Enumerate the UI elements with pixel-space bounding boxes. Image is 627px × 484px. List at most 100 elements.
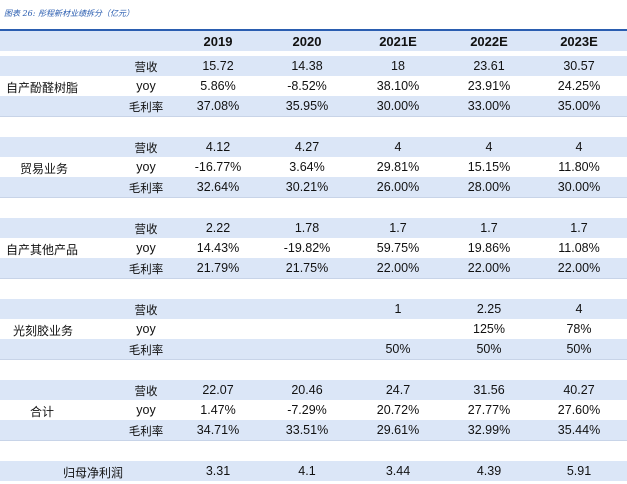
table-cell: 3.31 — [205, 464, 231, 478]
table-cell: 78% — [566, 322, 592, 336]
table-cell: 5.91 — [566, 464, 592, 478]
segment-name: 合计 — [30, 405, 55, 419]
table-cell: 38.10% — [376, 79, 420, 93]
table-cell: 37.08% — [196, 99, 240, 113]
table-cell: 22.00% — [376, 261, 420, 275]
table-cell: 20.72% — [376, 403, 420, 417]
segment-name: 贸易业务 — [20, 162, 69, 176]
metric-label: 营收 — [134, 222, 158, 236]
table-cell: 24.25% — [557, 79, 601, 93]
table-cell: 3.64% — [289, 160, 325, 174]
table-cell: 50% — [385, 342, 411, 356]
table-cell: 18 — [391, 59, 405, 73]
metric-label: 毛利率 — [128, 424, 164, 438]
row-band — [0, 380, 627, 400]
table-cell: 29.61% — [376, 423, 420, 437]
column-header: 2021E — [379, 34, 417, 49]
row-band — [0, 258, 627, 278]
table-cell: 1 — [394, 302, 402, 316]
table-cell: 4 — [575, 140, 583, 154]
row-band — [0, 299, 627, 319]
table-row: 毛利率 32.64% 30.21% 26.00% 28.00% 30.00% — [0, 177, 627, 197]
table-cell: 14.38 — [291, 59, 323, 73]
table-cell: 23.61 — [473, 59, 505, 73]
table-row: yoy 5.86% -8.52% 38.10% 23.91% 24.25% — [0, 76, 627, 96]
column-header: 2019 — [203, 34, 233, 49]
table-cell: 5.86% — [200, 79, 236, 93]
table-cell: 15.72 — [202, 59, 234, 73]
table-row: 毛利率 37.08% 35.95% 30.00% 33.00% 35.00% — [0, 96, 627, 116]
table-cell: 30.57 — [563, 59, 595, 73]
table-row: yoy 14.43% -19.82% 59.75% 19.86% 11.08% — [0, 238, 627, 258]
row-band — [0, 339, 627, 359]
table-row: 毛利率 21.79% 21.75% 22.00% 22.00% 22.00% — [0, 258, 627, 278]
table-cell: 11.08% — [558, 241, 600, 255]
table-cell: 3.44 — [385, 464, 411, 478]
table-row: yoy 1.47% -7.29% 20.72% 27.77% 27.60% — [0, 400, 627, 420]
row-separator — [0, 359, 627, 360]
row-band — [0, 96, 627, 116]
table-cell: 22.00% — [557, 261, 601, 275]
table-cell: 4.39 — [476, 464, 502, 478]
row-band — [0, 56, 627, 76]
metric-label: yoy — [136, 322, 156, 336]
segment-name: 自产酚醛树脂 — [6, 81, 79, 95]
table-cell: 2.25 — [476, 302, 502, 316]
table-cell: 30.00% — [557, 180, 601, 194]
table-cell: 30.21% — [285, 180, 329, 194]
table-row: 归母净利润 3.31 4.1 3.44 4.39 5.91 — [0, 461, 627, 481]
table-cell: 4 — [485, 140, 493, 154]
metric-label: 营收 — [134, 303, 158, 317]
table-cell: 27.77% — [467, 403, 511, 417]
table-cell: 35.00% — [557, 99, 601, 113]
column-header: 2022E — [470, 34, 508, 49]
table-row: 毛利率 50% 50% 50% — [0, 339, 627, 359]
table-cell: 26.00% — [376, 180, 420, 194]
table-cell: 1.78 — [294, 221, 320, 235]
metric-label: 毛利率 — [128, 181, 164, 195]
table-cell: 4 — [394, 140, 402, 154]
metric-label: yoy — [136, 403, 156, 417]
table-cell: 22.00% — [467, 261, 511, 275]
table-cell: 29.81% — [376, 160, 420, 174]
column-header: 2023E — [560, 34, 598, 49]
table-cell: 4.12 — [205, 140, 231, 154]
table-cell: 4.27 — [294, 140, 320, 154]
metric-label: yoy — [136, 241, 156, 255]
table-row: 毛利率 34.71% 33.51% 29.61% 32.99% 35.44% — [0, 420, 627, 440]
table-cell: -7.29% — [287, 403, 327, 417]
metric-label: 营收 — [134, 384, 158, 398]
table-cell: 59.75% — [376, 241, 420, 255]
table-cell: 33.00% — [467, 99, 511, 113]
row-band — [0, 461, 627, 481]
table-cell: 24.7 — [385, 383, 411, 397]
row-separator — [0, 440, 627, 441]
table-cell: 19.86% — [467, 241, 511, 255]
table-cell: 23.91% — [467, 79, 511, 93]
table-row: 营收 15.72 14.38 18 23.61 30.57 — [0, 56, 627, 76]
table-row: 营收 2.22 1.78 1.7 1.7 1.7 — [0, 218, 627, 238]
header-rule — [0, 29, 627, 31]
table-cell: 32.99% — [467, 423, 511, 437]
row-separator — [0, 116, 627, 117]
table-cell: 35.95% — [285, 99, 329, 113]
table-cell: 28.00% — [467, 180, 511, 194]
table-cell: 2.22 — [205, 221, 231, 235]
row-separator — [0, 278, 627, 279]
column-header: 2020 — [292, 34, 322, 49]
table-cell: 15.15% — [467, 160, 511, 174]
net-profit-label: 归母净利润 — [63, 466, 124, 480]
table-cell: 27.60% — [557, 403, 601, 417]
table-row: yoy -16.77% 3.64% 29.81% 15.15% 11.80% — [0, 157, 627, 177]
metric-label: 营收 — [134, 141, 158, 155]
table-row: 营收 4.12 4.27 4 4 4 — [0, 137, 627, 157]
table-header: 2019 2020 2021E 2022E 2023E — [0, 31, 627, 51]
segment-name: 光刻胶业务 — [13, 324, 74, 338]
table-cell: 20.46 — [291, 383, 323, 397]
table-cell: 21.79% — [196, 261, 240, 275]
row-band — [0, 137, 627, 157]
table-cell: 1.7 — [389, 221, 407, 235]
table-cell: 1.7 — [480, 221, 498, 235]
metric-label: yoy — [136, 79, 156, 93]
table-cell: 21.75% — [285, 261, 329, 275]
